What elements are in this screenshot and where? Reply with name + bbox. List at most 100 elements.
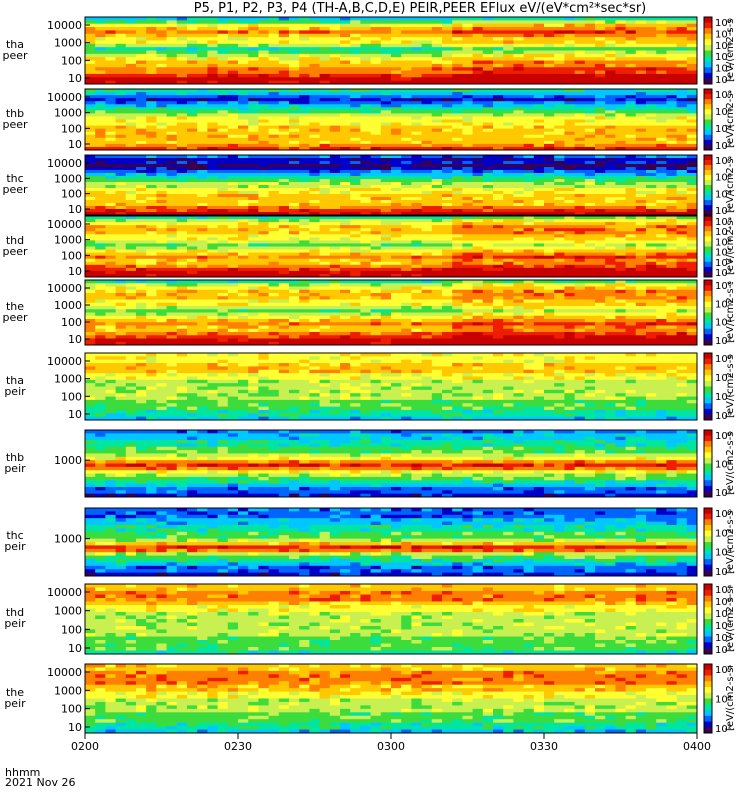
spectrogram-cell <box>656 209 667 213</box>
spectrogram-cell <box>238 179 249 183</box>
spectrogram-cell <box>421 92 433 96</box>
spectrogram-cell <box>635 137 647 142</box>
spectrogram-cell <box>615 234 627 238</box>
spectrogram-cell <box>268 179 280 183</box>
spectrogram-cell <box>289 113 300 117</box>
spectrogram-cell <box>431 206 443 210</box>
spectrogram-cell <box>564 43 576 48</box>
spectrogram-cell <box>340 131 351 136</box>
colorbar-swatch <box>704 17 712 24</box>
spectrogram-cell <box>554 17 565 21</box>
spectrogram-cell <box>238 255 249 260</box>
spectrogram-cell <box>442 67 453 72</box>
spectrogram-cell <box>289 116 300 120</box>
spectrogram-cell <box>166 146 178 151</box>
spectrogram-cell <box>197 33 208 38</box>
spectrogram-cell <box>493 255 504 260</box>
spectrogram-cell <box>309 176 321 180</box>
spectrogram-cell <box>462 155 474 159</box>
spectrogram-cell <box>380 209 392 213</box>
spectrogram-cell <box>125 161 137 165</box>
spectrogram-cell <box>421 273 433 278</box>
spectrogram-cell <box>115 128 127 133</box>
spectrogram-cell <box>187 143 198 148</box>
spectrogram-cell <box>564 50 576 55</box>
spectrogram-cell <box>105 185 117 189</box>
spectrogram-cell <box>85 140 96 145</box>
spectrogram-cell <box>554 261 565 266</box>
spectrogram-cell <box>207 179 219 183</box>
spectrogram-cell <box>238 191 249 195</box>
spectrogram-cell <box>329 63 341 68</box>
spectrogram-cell <box>289 27 300 31</box>
spectrogram-cell <box>380 43 392 48</box>
spectrogram-cell <box>146 128 157 133</box>
spectrogram-cell <box>625 161 637 165</box>
spectrogram-cell <box>574 131 586 136</box>
colorbar-swatch <box>704 124 712 131</box>
spectrogram-cell <box>289 270 300 275</box>
spectrogram-cell <box>176 95 188 99</box>
spectrogram-cell <box>533 225 545 229</box>
spectrogram-cell <box>299 206 310 210</box>
spectrogram-cell <box>156 63 168 68</box>
spectrogram-cell <box>258 249 270 254</box>
spectrogram-cell <box>187 258 198 263</box>
spectrogram-cell <box>340 270 351 275</box>
spectrogram-cell <box>176 197 188 201</box>
spectrogram-cell <box>656 234 667 238</box>
spectrogram-cell <box>646 237 657 241</box>
colorbar-swatch <box>704 266 712 273</box>
spectrogram-cell <box>340 219 351 223</box>
spectrogram-cell <box>329 206 341 210</box>
spectrogram-cell <box>156 104 168 108</box>
spectrogram-cell <box>513 197 525 201</box>
spectrogram-cell <box>146 92 157 96</box>
spectrogram-cell <box>503 146 514 151</box>
spectrogram-cell <box>615 116 627 120</box>
spectrogram-cell <box>319 140 331 145</box>
spectrogram-cell <box>523 188 535 192</box>
spectrogram-cell <box>125 222 137 226</box>
spectrogram-cell <box>656 231 667 235</box>
spectrogram-cell <box>166 101 178 105</box>
spectrogram-cell <box>105 302 117 307</box>
spectrogram-cell <box>278 270 290 275</box>
y-tick-label: 10 <box>68 72 82 85</box>
spectrogram-cell <box>421 203 433 207</box>
spectrogram-cell <box>187 30 198 35</box>
spectrogram-cell <box>136 167 147 171</box>
spectrogram-cell <box>635 134 647 139</box>
spectrogram-cell <box>605 170 616 174</box>
spectrogram-cell <box>391 243 402 247</box>
spectrogram-cell <box>472 252 484 257</box>
spectrogram-cell <box>95 176 106 180</box>
spectrogram-cell <box>523 246 535 251</box>
spectrogram-cell <box>584 57 596 62</box>
spectrogram-cell <box>370 197 382 201</box>
spectrogram-cell <box>411 167 423 171</box>
spectrogram-cell <box>625 101 637 105</box>
spectrogram-cell <box>370 37 382 41</box>
spectrogram-cell <box>523 37 535 41</box>
spectrogram-cell <box>115 95 127 99</box>
spectrogram-cell <box>656 225 667 229</box>
spectrogram-cell <box>187 216 198 220</box>
spectrogram-cell <box>105 70 117 75</box>
spectrogram-cell <box>656 200 667 204</box>
spectrogram-cell <box>452 140 463 145</box>
spectrogram-cell <box>472 209 484 213</box>
spectrogram-cell <box>197 37 208 41</box>
spectrogram-cell <box>625 246 637 251</box>
spectrogram-cell <box>299 17 310 21</box>
spectrogram-cell <box>686 219 698 223</box>
spectrogram-cell <box>513 20 525 25</box>
spectrogram-cell <box>136 125 147 130</box>
spectrogram-cell <box>85 128 96 133</box>
spectrogram-cell <box>646 264 657 269</box>
spectrogram-cell <box>125 113 137 117</box>
spectrogram-cell <box>564 70 576 75</box>
spectrogram-cell <box>401 23 412 28</box>
spectrogram-cell <box>452 267 463 272</box>
